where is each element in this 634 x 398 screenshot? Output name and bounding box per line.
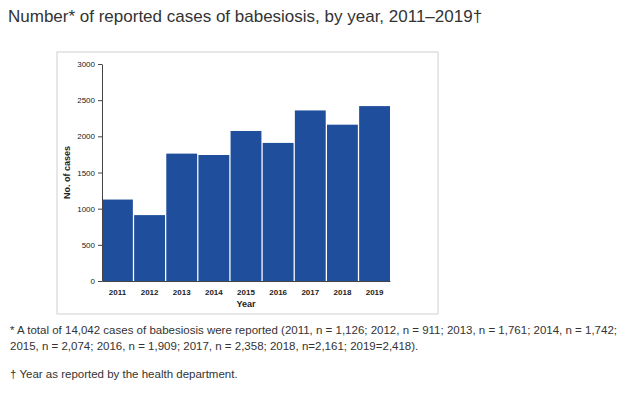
- bar: [102, 200, 133, 281]
- x-tick-label: 2014: [205, 288, 223, 297]
- y-tick-mark: [98, 136, 102, 137]
- y-tick-mark: [98, 100, 102, 101]
- bar: [295, 110, 326, 281]
- y-tick-label: 500: [82, 241, 96, 250]
- bar: [359, 106, 390, 281]
- y-tick-label: 2000: [77, 132, 95, 141]
- x-tick: 2017: [301, 288, 319, 297]
- y-tick-label: 2500: [77, 96, 95, 105]
- bars: [102, 106, 390, 281]
- x-axis: 2011 2012 2013 2014 2015 2016 2017 2018 2019: [103, 282, 391, 297]
- x-tick: 2012: [141, 288, 159, 297]
- y-tick-mark: [98, 245, 102, 246]
- x-tick: 2019: [366, 288, 384, 297]
- footnote: * A total of 14,042 cases of babesiosis …: [10, 322, 628, 354]
- chart-title: Number* of reported cases of babesiosis,…: [8, 7, 482, 26]
- bar: [134, 215, 165, 281]
- y-tick: 0: [91, 277, 102, 286]
- bar: [327, 125, 358, 281]
- y-tick-mark: [98, 173, 102, 174]
- y-tick-mark: [98, 209, 102, 210]
- y-axis-line: [102, 65, 103, 282]
- bar: [263, 143, 294, 281]
- x-tick-label: 2017: [301, 288, 319, 297]
- y-tick: 2000: [77, 132, 102, 141]
- y-tick-mark: [98, 281, 102, 282]
- y-tick-label: 3000: [77, 60, 95, 69]
- x-axis-title: Year: [236, 299, 256, 309]
- x-axis-line: [103, 281, 391, 282]
- y-tick: 2500: [77, 96, 102, 105]
- x-tick-label: 2019: [366, 288, 384, 297]
- y-tick-label: 0: [91, 277, 96, 286]
- x-tick-label: 2013: [173, 288, 191, 297]
- y-tick: 500: [82, 241, 102, 250]
- y-axis: 0 500 1000 1500 2000 2500 3000: [77, 60, 102, 286]
- y-tick: 3000: [77, 60, 102, 69]
- y-axis-title: No. of cases: [62, 146, 72, 199]
- x-tick: 2011: [109, 288, 127, 297]
- x-tick: 2016: [269, 288, 287, 297]
- x-tick: 2014: [205, 288, 223, 297]
- y-tick-label: 1500: [77, 169, 95, 178]
- x-tick: 2013: [173, 288, 191, 297]
- y-tick: 1500: [77, 169, 102, 178]
- bar: [198, 155, 229, 281]
- chart-frame: [57, 52, 438, 314]
- x-tick-label: 2016: [269, 288, 287, 297]
- x-tick-label: 2015: [237, 288, 255, 297]
- bar: [166, 154, 197, 281]
- y-tick-label: 1000: [77, 205, 95, 214]
- x-tick-label: 2012: [141, 288, 159, 297]
- x-tick-label: 2018: [334, 288, 352, 297]
- x-tick-label: 2011: [109, 288, 127, 297]
- bar: [231, 131, 262, 281]
- x-tick: 2018: [334, 288, 352, 297]
- y-tick-mark: [98, 64, 102, 65]
- footnote: † Year as reported by the health departm…: [10, 366, 628, 382]
- x-tick: 2015: [237, 288, 255, 297]
- y-tick: 1000: [77, 205, 102, 214]
